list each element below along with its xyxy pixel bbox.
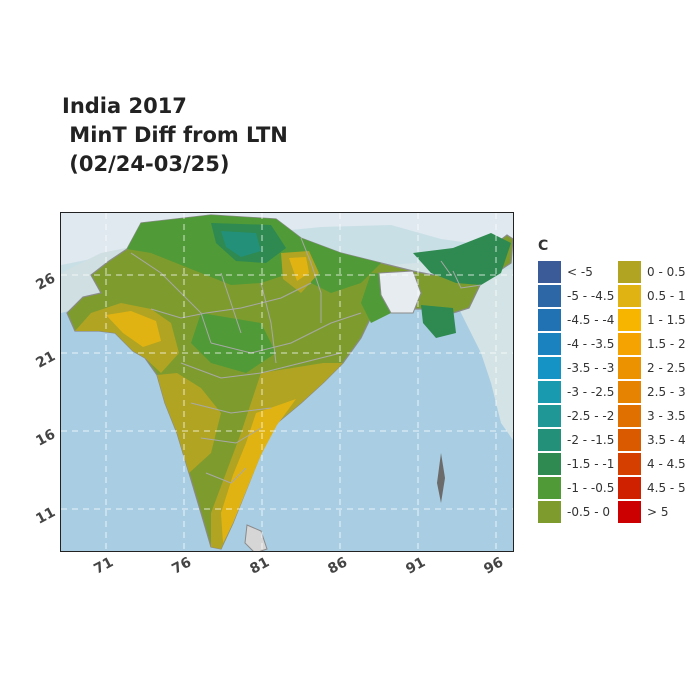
legend-label: 3 - 3.5 (647, 409, 686, 423)
gujarat-hot-zone (106, 311, 161, 347)
legend-label: 2.5 - 3 (647, 385, 686, 399)
legend-label: -3.5 - -3 (567, 361, 615, 375)
legend-item: 2.5 - 3 (618, 380, 686, 404)
legend-item: -2 - -1.5 (538, 428, 614, 452)
legend-label: < -5 (567, 265, 593, 279)
legend-swatch (538, 261, 561, 283)
bangladesh (378, 270, 422, 314)
legend-swatch (538, 285, 561, 307)
y-tick-label: 26 (33, 270, 59, 294)
andaman-islands (437, 453, 445, 503)
legend-swatch (618, 381, 641, 403)
legend-item: -1 - -0.5 (538, 476, 614, 500)
west-coast-warm-zone (157, 373, 221, 473)
legend-column-left: < -5 -5 - -4.5 -4.5 - -4 -4 - -3.5 -3.5 - -3… (538, 260, 614, 524)
tripura-cool-zone (421, 305, 456, 338)
legend-item: -2.5 - -2 (538, 404, 614, 428)
legend-item: -1.5 - -1 (538, 452, 614, 476)
legend-label: -1.5 - -1 (567, 457, 615, 471)
legend-label: 1 - 1.5 (647, 313, 686, 327)
legend-item: 1 - 1.5 (618, 308, 686, 332)
bihar-cool-zone (301, 238, 381, 293)
legend-swatch (618, 405, 641, 427)
northeast-cool-zone (413, 233, 511, 285)
legend-item: 3.5 - 4 (618, 428, 686, 452)
legend-swatch (538, 381, 561, 403)
legend-item: 0.5 - 1 (618, 284, 686, 308)
myanmar-terrain (391, 261, 513, 441)
legend-item: 4 - 4.5 (618, 452, 686, 476)
x-tick-label: 86 (325, 554, 351, 578)
legend-swatch (618, 285, 641, 307)
legend-item: -5 - -4.5 (538, 284, 614, 308)
legend-label: 3.5 - 4 (647, 433, 686, 447)
legend-swatch (618, 309, 641, 331)
legend-label: -5 - -4.5 (567, 289, 615, 303)
y-tick-label: 21 (33, 348, 59, 372)
legend-label: 4 - 4.5 (647, 457, 686, 471)
legend-item: 2 - 2.5 (618, 356, 686, 380)
legend-item: 3 - 3.5 (618, 404, 686, 428)
legend-label: -1 - -0.5 (567, 481, 615, 495)
legend-swatch (538, 429, 561, 451)
legend-swatch (618, 477, 641, 499)
legend-swatch (618, 453, 641, 475)
legend-label: 0.5 - 1 (647, 289, 686, 303)
legend-label: 1.5 - 2 (647, 337, 686, 351)
legend-swatch (538, 357, 561, 379)
legend-swatch (618, 501, 641, 523)
legend-title: C (538, 238, 549, 254)
legend-item: 4.5 - 5 (618, 476, 686, 500)
legend-label: -2 - -1.5 (567, 433, 615, 447)
legend-swatch (618, 261, 641, 283)
legend-swatch (618, 333, 641, 355)
legend-swatch (618, 429, 641, 451)
x-tick-label: 81 (247, 554, 273, 578)
legend-label: -2.5 - -2 (567, 409, 615, 423)
legend-swatch (538, 405, 561, 427)
y-tick-label: 11 (33, 504, 59, 528)
legend-swatch (618, 357, 641, 379)
legend-swatch (538, 453, 561, 475)
legend-swatch (538, 501, 561, 523)
up-coolest-zone (221, 231, 261, 257)
legend-label: > 5 (647, 505, 669, 519)
legend-swatch (538, 333, 561, 355)
legend-label: -0.5 - 0 (567, 505, 611, 519)
legend-label: -4.5 - -4 (567, 313, 615, 327)
andhra-hot-zone (221, 399, 296, 543)
legend-item: -3 - -2.5 (538, 380, 614, 404)
graticule (61, 213, 513, 551)
x-tick-label: 96 (481, 554, 507, 578)
legend-item: > 5 (618, 500, 686, 524)
x-tick-label: 76 (169, 554, 195, 578)
map-canvas (61, 213, 513, 551)
legend-label: -3 - -2.5 (567, 385, 615, 399)
legend-item: -4 - -3.5 (538, 332, 614, 356)
legend-item: -0.5 - 0 (538, 500, 614, 524)
legend-item: -3.5 - -3 (538, 356, 614, 380)
legend-label: 2 - 2.5 (647, 361, 686, 375)
map-panel[interactable] (60, 212, 514, 552)
legend-item: -4.5 - -4 (538, 308, 614, 332)
y-tick-label: 16 (33, 426, 59, 450)
legend-swatch (538, 309, 561, 331)
legend-label: 4.5 - 5 (647, 481, 686, 495)
legend-label: 0 - 0.5 (647, 265, 686, 279)
legend-column-right: 0 - 0.5 0.5 - 1 1 - 1.5 1.5 - 2 2 - 2.5 2.5 -… (618, 260, 686, 524)
map-title: India 2017 MinT Diff from LTN (02/24-03/… (62, 94, 288, 176)
x-tick-label: 91 (403, 554, 429, 578)
legend-swatch (538, 477, 561, 499)
legend-item: 1.5 - 2 (618, 332, 686, 356)
legend-label: -4 - -3.5 (567, 337, 615, 351)
x-tick-label: 71 (91, 554, 117, 578)
state-borders (130, 237, 482, 484)
legend-item: 0 - 0.5 (618, 260, 686, 284)
central-cool-zone (191, 313, 276, 373)
legend-item: < -5 (538, 260, 614, 284)
